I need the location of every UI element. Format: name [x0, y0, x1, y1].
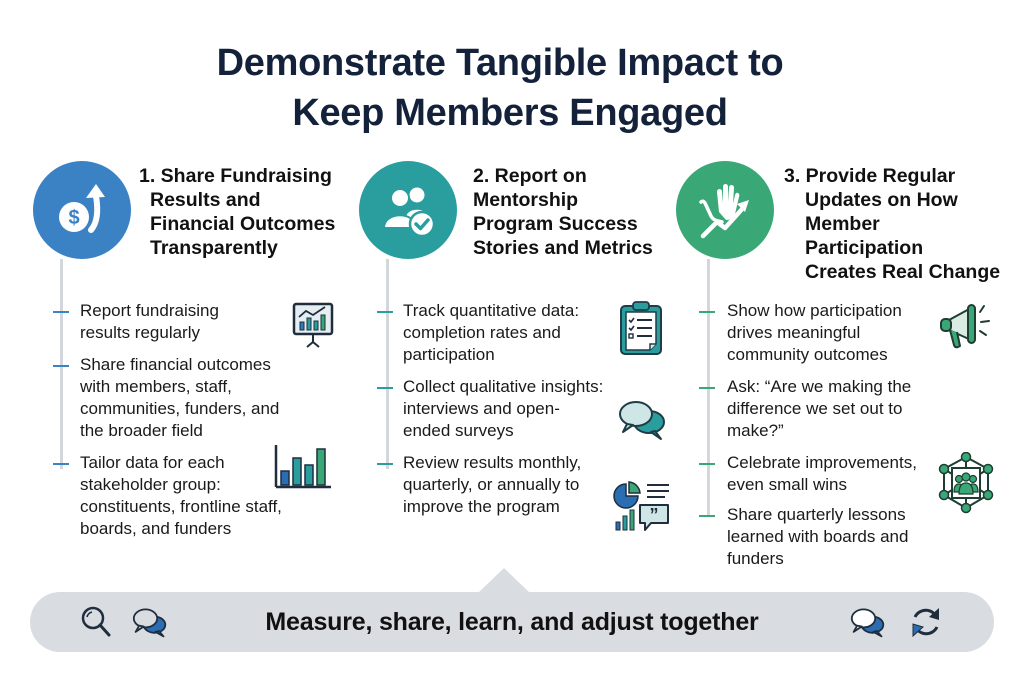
bullet-tick — [699, 515, 715, 517]
bullet-tick — [699, 311, 715, 313]
report-pie-quote-icon: ” — [613, 481, 669, 531]
list-item: Review results monthly, quarterly, or an… — [403, 453, 582, 516]
magnifier-icon — [81, 606, 111, 637]
title-line-2: Keep Members Engaged — [292, 92, 728, 134]
bullet-tick — [53, 365, 69, 367]
chat-bubbles-icon — [850, 608, 885, 638]
svg-text:$: $ — [68, 207, 79, 229]
bullet-tick — [699, 463, 715, 465]
step-3-circle — [676, 161, 774, 259]
megaphone-icon — [940, 304, 990, 349]
chat-bubbles-icon — [619, 401, 665, 440]
bullet-tick — [377, 387, 393, 389]
hands-trend-arrow-icon — [699, 184, 749, 239]
bullet-tick — [377, 311, 393, 313]
step-2-guide-line — [386, 259, 389, 469]
page-title: Demonstrate Tangible Impact to Keep Memb… — [0, 38, 1000, 138]
list-item: Share financial outcomes with members, s… — [80, 355, 280, 440]
users-checkmark-icon — [382, 187, 436, 238]
step-2-circle — [359, 161, 457, 259]
list-item: Collect qualitative insights: interviews… — [403, 377, 604, 440]
step-1-heading: 1. Share Fundraising Results and Financi… — [139, 165, 336, 259]
bullet-tick — [377, 463, 393, 465]
bar-chart-icon — [274, 445, 331, 489]
title-line-1: Demonstrate Tangible Impact to — [216, 42, 784, 84]
bullet-tick — [53, 311, 69, 313]
list-item: Share quarterly lessons learned with boa… — [727, 505, 909, 568]
chat-bubbles-icon — [132, 608, 167, 638]
list-item: Report fundraising results regularly — [80, 301, 219, 342]
svg-text:”: ” — [650, 505, 659, 525]
step-2-heading: 2. Report on Mentorship Program Success … — [473, 165, 653, 259]
dollar-coin-arrow-up-icon: $ — [59, 184, 105, 233]
banner-pointer — [478, 568, 530, 593]
presentation-chart-icon — [292, 302, 334, 348]
list-item: Show how participation drives meaningful… — [727, 301, 902, 364]
summary-banner: Measure, share, learn, and adjust togeth… — [30, 592, 994, 652]
list-item: Tailor data for each stakeholder group: … — [80, 453, 282, 538]
step-1-circle: $ — [33, 161, 131, 259]
clipboard-checklist-icon — [620, 301, 662, 355]
list-item: Ask: “Are we making the difference we se… — [727, 377, 912, 440]
refresh-cycle-icon — [912, 608, 939, 638]
list-item: Celebrate improvements, even small wins — [727, 453, 917, 494]
bullet-tick — [699, 387, 715, 389]
bullet-tick — [53, 463, 69, 465]
community-network-icon — [938, 452, 994, 514]
list-item: Track quantitative data: completion rate… — [403, 301, 580, 364]
banner-text: Measure, share, learn, and adjust togeth… — [265, 607, 759, 636]
step-1-guide-line — [60, 259, 63, 469]
step-3-heading: 3. Provide Regular Updates on How Member… — [784, 165, 1001, 283]
